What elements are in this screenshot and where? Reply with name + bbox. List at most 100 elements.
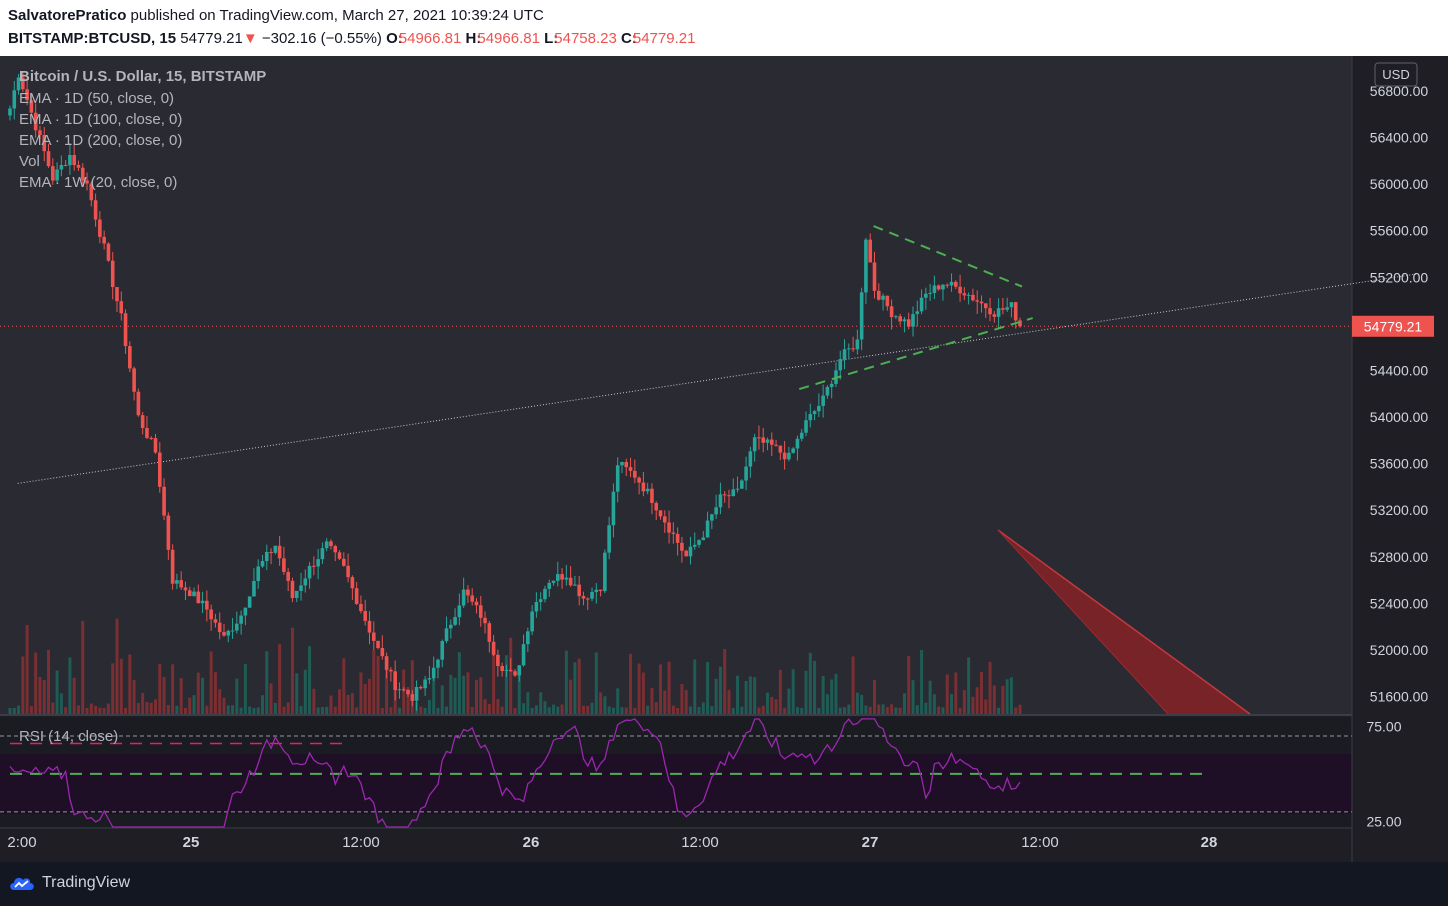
candle-body: [1005, 307, 1009, 310]
candle-body: [778, 445, 783, 453]
volume-bar: [209, 651, 213, 714]
volume-bar: [76, 705, 80, 714]
candle-body: [543, 588, 547, 600]
candle-body: [650, 488, 654, 503]
volume-bar: [295, 673, 299, 714]
candle-body: [731, 489, 736, 497]
volume-bar: [269, 683, 273, 714]
volume-bar: [581, 705, 585, 714]
candle-body: [380, 647, 385, 657]
volume-bar: [346, 694, 350, 714]
volume-bar: [676, 707, 680, 714]
price-tick-label: 54400.00: [1370, 362, 1429, 378]
volume-bar: [496, 699, 500, 714]
volume-bar: [607, 706, 611, 714]
volume-bar: [205, 705, 209, 714]
candle-body: [170, 549, 175, 584]
volume-bar: [714, 678, 718, 714]
legend-ema-1w[interactable]: EMA · 1W (20, close, 0): [19, 174, 177, 191]
price-pane[interactable]: [0, 56, 1352, 714]
volume-bar: [102, 707, 106, 714]
volume-bar: [504, 655, 508, 714]
candle-body: [966, 294, 971, 296]
volume-bar: [907, 655, 911, 714]
chart-area[interactable]: 56800.00 56400.00 56000.00 55600.00 55200.00…: [0, 56, 1448, 862]
volume-bar: [248, 706, 252, 714]
candle-body: [928, 292, 932, 294]
price-axis[interactable]: 56800.00 56400.00 56000.00 55600.00 55200.00…: [1370, 83, 1429, 705]
volume-bar: [303, 669, 307, 714]
trendline-long-dotted[interactable]: [17, 273, 1419, 484]
rsi-legend[interactable]: RSI (14, close): [19, 728, 118, 745]
volume-bar: [693, 659, 697, 714]
volume-bar: [517, 673, 521, 714]
volume-bar: [804, 670, 808, 714]
candle-body: [384, 656, 389, 670]
candle-body: [881, 295, 885, 300]
triangle-lower-line[interactable]: [798, 317, 1033, 391]
candle-body: [145, 428, 149, 438]
candle-body: [226, 630, 231, 636]
candle-body: [680, 542, 684, 551]
volume-bar: [201, 677, 205, 714]
volume-bar: [427, 699, 431, 714]
price-tick-label: 51600.00: [1370, 689, 1429, 705]
time-tick-label: 25: [183, 834, 200, 851]
candle-body: [68, 155, 72, 166]
volume-bar: [795, 707, 799, 714]
volume-bar: [800, 707, 804, 714]
high-value: 54966.81: [477, 30, 540, 47]
price-tick-label: 53200.00: [1370, 502, 1429, 518]
candle-body: [838, 359, 843, 371]
low-value: 54758.23: [554, 30, 617, 47]
author-name[interactable]: SalvatorePratico: [8, 7, 127, 24]
legend-vol[interactable]: Vol: [19, 153, 40, 170]
volume-bar: [106, 703, 110, 714]
candle-body: [573, 584, 577, 586]
volume-bar: [445, 706, 449, 714]
time-axis[interactable]: 2:00 25 12:00 26 12:00 27 12:00 28: [7, 834, 1217, 851]
volume-bar: [21, 656, 25, 714]
volume-bar: [860, 694, 864, 714]
volume-bar: [855, 692, 859, 714]
tradingview-logo[interactable]: TradingView: [8, 874, 130, 892]
triangle-upper-line[interactable]: [873, 225, 1023, 288]
candle-body: [808, 414, 813, 421]
candle-body: [958, 286, 962, 294]
volume-bar: [522, 703, 526, 714]
volume-bar: [136, 702, 140, 714]
legend-ema-200[interactable]: EMA · 1D (200, close, 0): [19, 132, 182, 149]
volume-bar: [449, 674, 453, 714]
volume-bar: [740, 706, 744, 714]
volume-bar: [641, 672, 645, 714]
volume-bar: [47, 649, 51, 714]
candle-body: [551, 580, 556, 583]
volume-bar: [954, 672, 958, 714]
candle-body: [538, 599, 543, 603]
candle-body: [419, 687, 423, 689]
candle-body: [585, 598, 590, 600]
volume-bar: [898, 707, 902, 714]
currency-button[interactable]: [1374, 62, 1418, 87]
candle-body: [72, 155, 76, 166]
candle-body: [46, 151, 51, 167]
candle-body: [487, 623, 492, 642]
volume-bar: [479, 677, 483, 714]
chart-canvas[interactable]: 56800.00 56400.00 56000.00 55600.00 55200.00…: [0, 56, 1448, 862]
volume-bar: [877, 704, 881, 714]
legend-ema-50[interactable]: EMA · 1D (50, close, 0): [19, 90, 174, 107]
volume-bar: [534, 705, 538, 714]
candle-body: [63, 164, 68, 166]
volume-bar: [466, 672, 470, 714]
volume-bar: [633, 707, 637, 714]
candle-body: [153, 438, 158, 453]
candle-body: [979, 301, 984, 304]
legend-ema-100[interactable]: EMA · 1D (100, close, 0): [19, 111, 182, 128]
candle-body: [290, 580, 295, 599]
candle-body: [213, 619, 218, 623]
volume-bar: [1009, 677, 1013, 714]
volume-bar: [179, 678, 183, 714]
volume-bar: [992, 685, 996, 714]
tradingview-brand: TradingView: [42, 874, 131, 891]
candle-body: [757, 437, 761, 439]
